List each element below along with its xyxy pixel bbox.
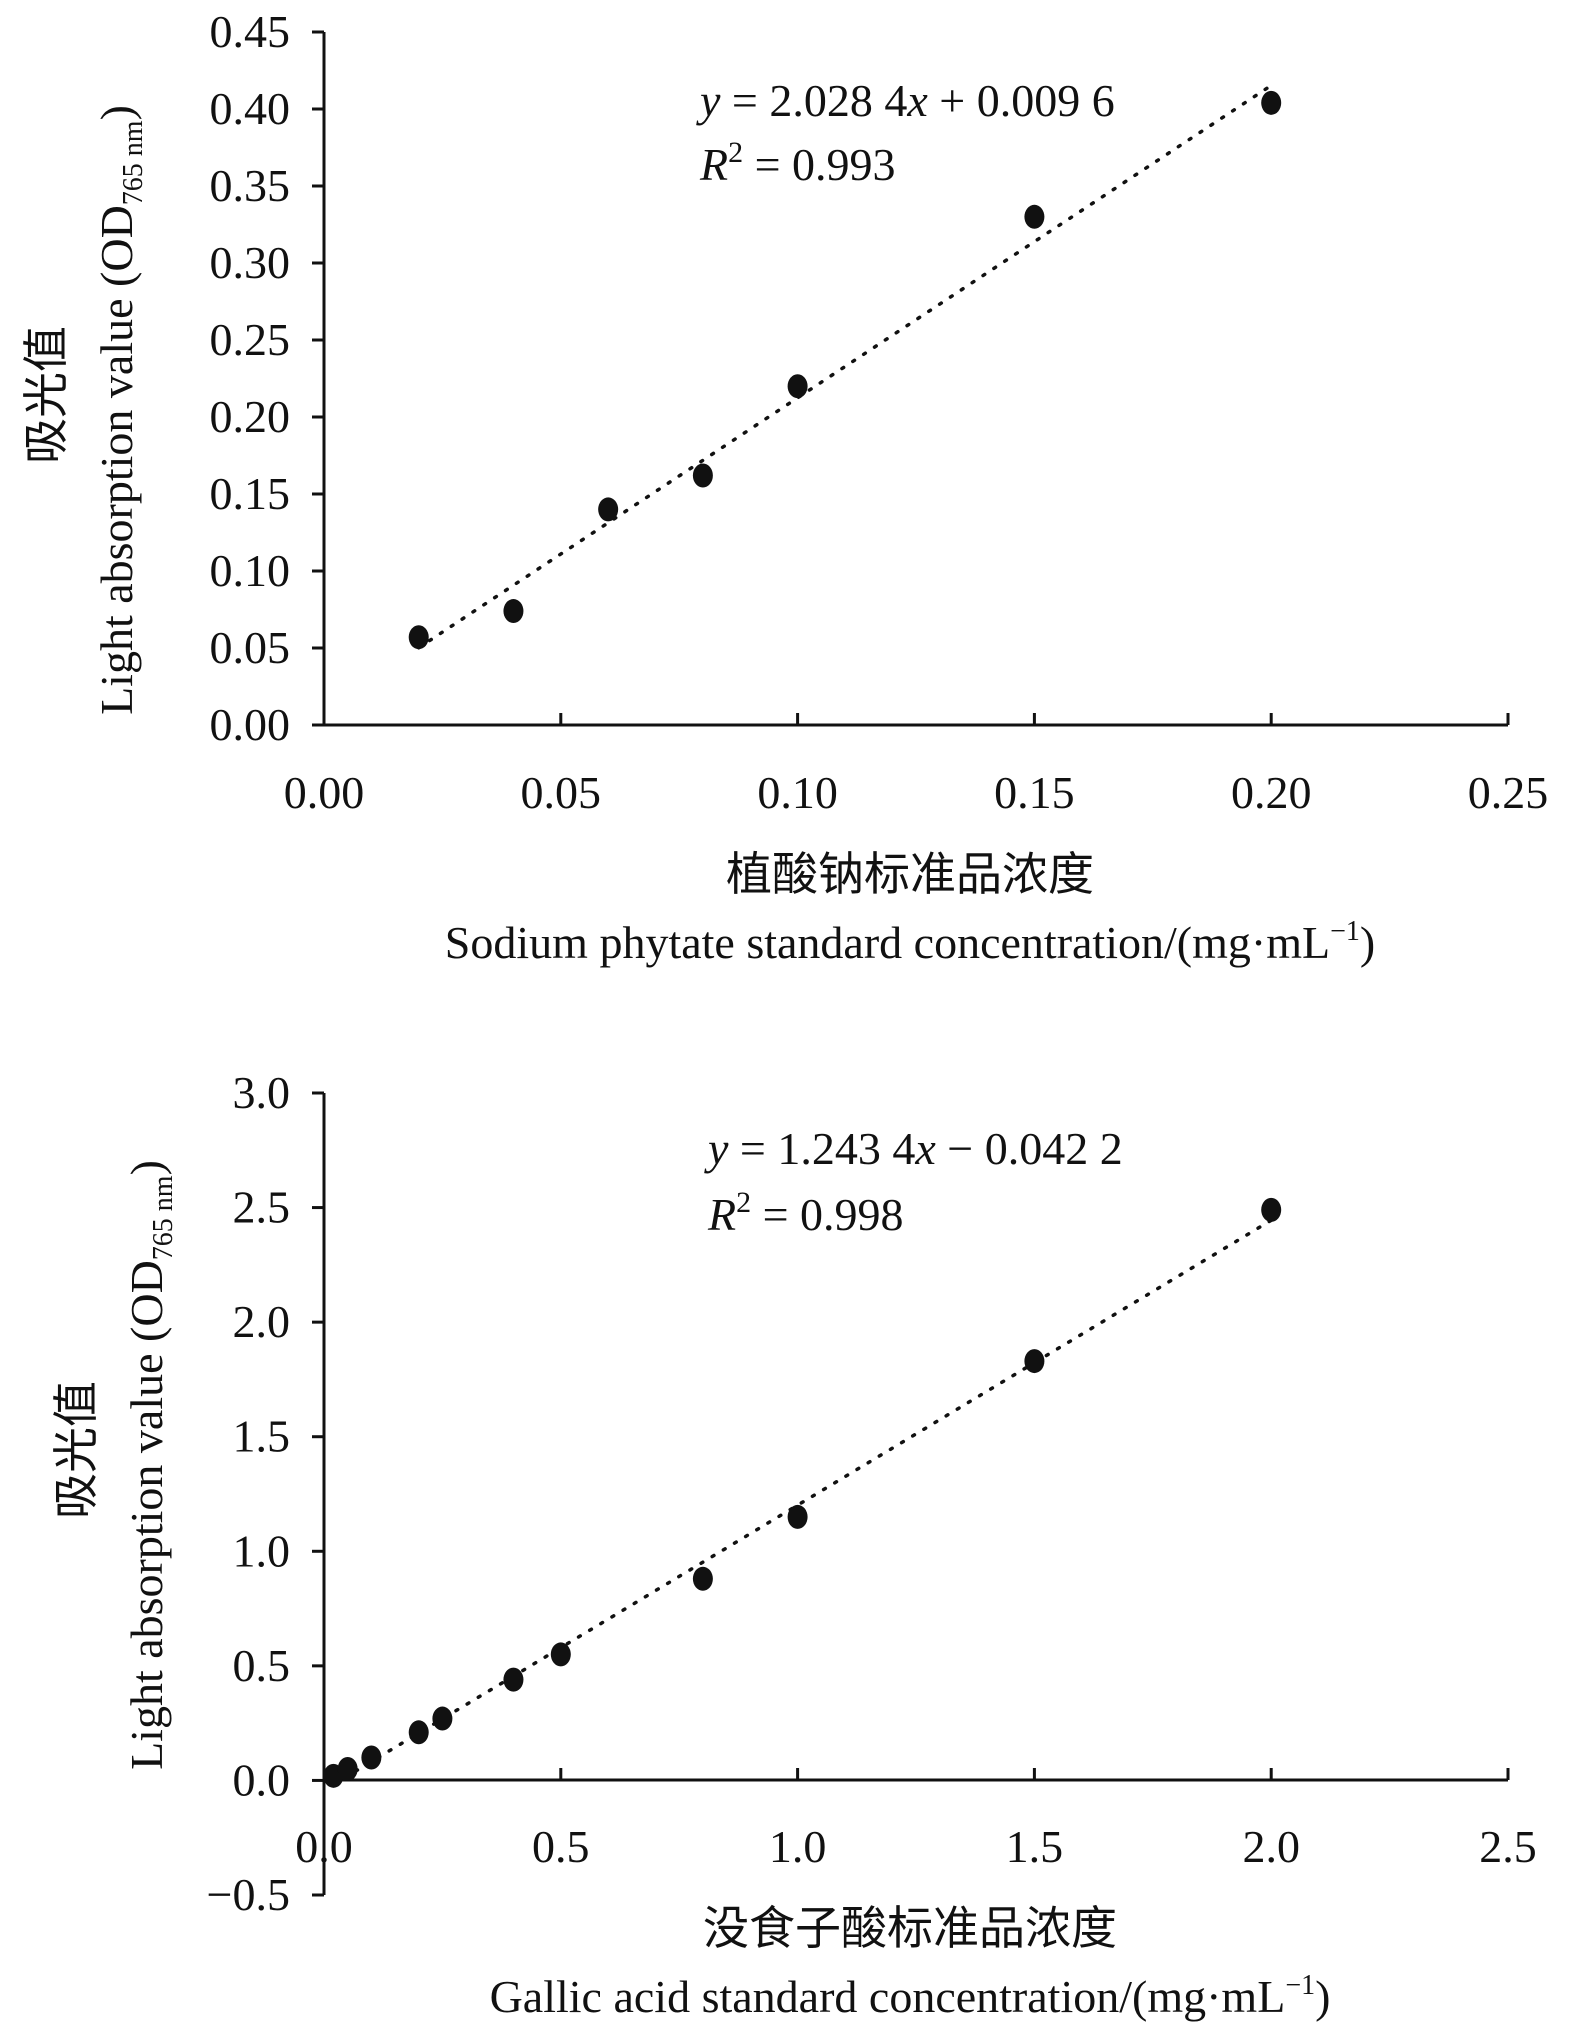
y-tick-label: 0.15: [210, 468, 291, 519]
data-point: [787, 1504, 808, 1529]
data-point: [1261, 90, 1282, 115]
x-tick-label: 0.05: [521, 767, 602, 818]
data-points: [323, 1197, 1282, 1788]
y-tick-label: 0.30: [210, 237, 291, 288]
y-label-en-main: Light absorption value (OD: [121, 1260, 172, 1770]
x-label-en-close: ): [1360, 917, 1375, 968]
data-point: [408, 1720, 429, 1745]
y-tick-label: 0.0: [233, 1754, 291, 1805]
trendline: [331, 1218, 1273, 1787]
y-tick-label: 0.20: [210, 391, 291, 442]
y-label-en-main: Light absorption value (OD: [91, 205, 142, 715]
data-point: [503, 599, 524, 624]
y-axis-label-en: Light absorption value (OD765 nm): [91, 105, 149, 715]
x-label-en-sup: −1: [1330, 916, 1360, 947]
r-sup: 2: [736, 1186, 751, 1219]
y-axis-label-cn: 吸光值: [19, 326, 73, 464]
x-tick-label: 2.5: [1479, 1821, 1537, 1872]
y-tick-label: 3.0: [233, 1067, 291, 1118]
equation-y-var: y: [704, 1123, 729, 1174]
data-point: [361, 1745, 382, 1770]
y-label-en-sub: 765 nm: [148, 1175, 179, 1260]
r-squared: R2 = 0.993: [699, 136, 896, 190]
x-tick-label: 1.5: [1006, 1821, 1064, 1872]
y-ticks: 0.00 0.05 0.10 0.15 0.20 0.25 0.30 0.35 0.40 0.45: [210, 6, 324, 750]
r-var: R: [699, 139, 728, 190]
x-label-en-main: Gallic acid standard concentration/(mg·m…: [490, 1971, 1286, 2022]
x-tick-label: 0.25: [1468, 767, 1549, 818]
data-point: [787, 374, 808, 399]
r-squared: R2 = 0.998: [707, 1186, 904, 1240]
x-ticks: 0.00 0.05 0.10 0.15 0.20 0.25: [284, 713, 1549, 818]
regression-equation: y = 1.243 4x − 0.042 2: [704, 1123, 1123, 1174]
data-point: [432, 1706, 453, 1731]
r-value: = 0.998: [751, 1189, 903, 1240]
equation-y-var: y: [696, 75, 721, 126]
r-sup: 2: [728, 136, 743, 169]
y-tick-label: 0.05: [210, 622, 291, 673]
data-point: [550, 1642, 571, 1667]
data-point: [1024, 204, 1045, 229]
y-tick-label: 1.0: [233, 1525, 291, 1576]
chart-sodium-phytate: 0.00 0.05 0.10 0.15 0.20 0.25 0.30 0.35 0.40 0.45…: [19, 6, 1548, 968]
equation-x-var: x: [914, 1123, 936, 1174]
trendline: [416, 83, 1273, 650]
equation-rhs-b: + 0.009 6: [928, 75, 1115, 126]
y-axis-label-cn: 吸光值: [49, 1381, 103, 1519]
data-point: [337, 1756, 358, 1781]
y-tick-label: 1.5: [233, 1411, 291, 1462]
x-axis-label-en: Gallic acid standard concentration/(mg·m…: [490, 1970, 1331, 2022]
regression-equation: y = 2.028 4x + 0.009 6: [696, 75, 1115, 126]
y-tick-label: −0.5: [207, 1869, 290, 1920]
x-tick-label: 0.00: [284, 767, 365, 818]
y-tick-label: 0.40: [210, 83, 291, 134]
data-point: [503, 1667, 524, 1692]
y-tick-label: 2.0: [233, 1296, 291, 1347]
y-tick-label: 0.25: [210, 314, 291, 365]
x-label-en-sup: −1: [1285, 1970, 1315, 2001]
data-point: [692, 463, 713, 488]
y-tick-label: 2.5: [233, 1182, 291, 1233]
equation-x-var: x: [906, 75, 928, 126]
x-ticks: 0.0 0.5 1.0 1.5 2.0 2.5: [295, 1768, 1537, 1872]
x-tick-label: 0.20: [1231, 767, 1312, 818]
x-label-en-close: ): [1315, 1971, 1330, 2022]
data-point: [692, 1566, 713, 1591]
x-tick-label: 1.0: [769, 1821, 827, 1872]
x-axis-label-cn: 植酸钠标准品浓度: [726, 847, 1094, 901]
x-axis-label-en: Sodium phytate standard concentration/(m…: [445, 916, 1375, 968]
x-label-en-main: Sodium phytate standard concentration/(m…: [445, 917, 1330, 968]
y-label-en-close: ): [91, 105, 142, 120]
chart-gallic-acid: −0.50.00.51.01.52.02.53.0 0.0 0.5 1.0 1.5 2.…: [49, 1067, 1537, 2022]
y-axis-label-en: Light absorption value (OD765 nm): [121, 1160, 179, 1770]
x-tick-label: 0.15: [994, 767, 1075, 818]
equation-rhs-a: = 1.243 4: [728, 1123, 915, 1174]
equation-rhs-a: = 2.028 4: [720, 75, 907, 126]
data-point: [598, 497, 619, 522]
x-tick-label: 2.0: [1242, 1821, 1300, 1872]
y-tick-label: 0.45: [210, 6, 291, 57]
equation-rhs-b: − 0.042 2: [936, 1123, 1123, 1174]
y-label-en-sub: 765 nm: [118, 120, 149, 205]
r-value: = 0.993: [743, 139, 895, 190]
r-var: R: [707, 1189, 736, 1240]
data-points: [408, 90, 1282, 650]
y-label-en-close: ): [121, 1160, 172, 1175]
x-tick-label: 0.0: [295, 1821, 353, 1872]
data-point: [408, 625, 429, 650]
y-tick-label: 0.10: [210, 545, 291, 596]
x-axis-label-cn: 没食子酸标准品浓度: [703, 1901, 1117, 1955]
x-tick-label: 0.10: [757, 767, 838, 818]
y-tick-label: 0.00: [210, 699, 291, 750]
data-point: [1024, 1349, 1045, 1374]
y-tick-label: 0.5: [233, 1640, 291, 1691]
y-tick-label: 0.35: [210, 160, 291, 211]
y-ticks: −0.5 0.0 0.5 1.0 1.5 2.0 2.5 3.0: [207, 1067, 324, 1920]
x-tick-label: 0.5: [532, 1821, 590, 1872]
data-point: [1261, 1197, 1282, 1222]
